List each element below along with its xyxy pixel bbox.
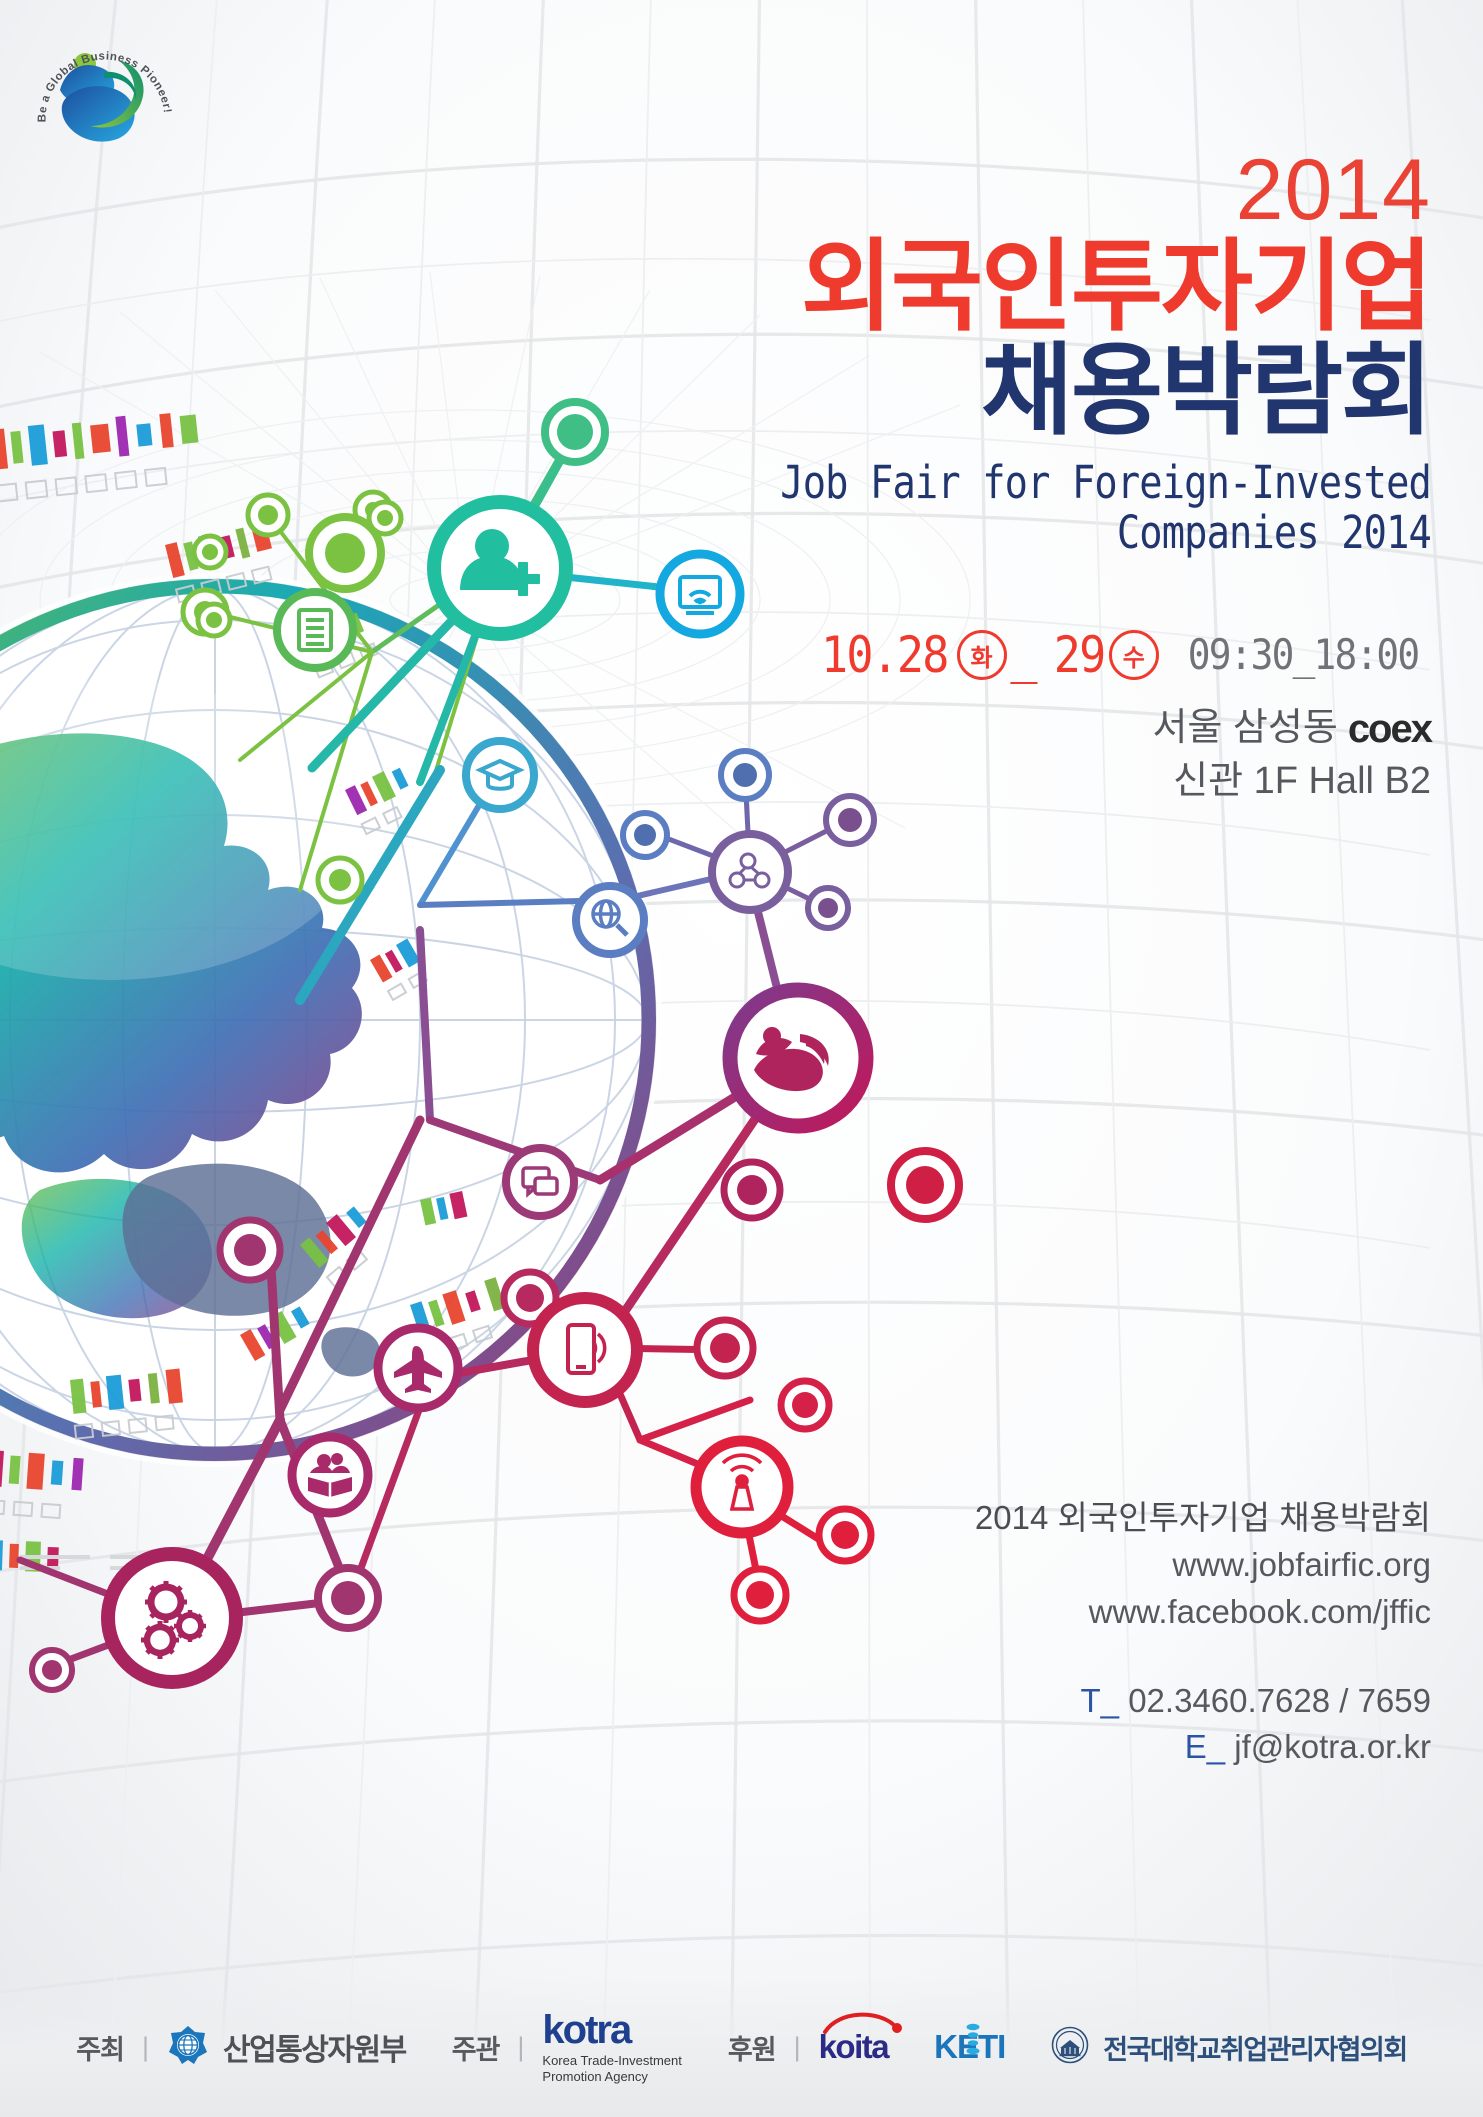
footer-host-name: 산업통상자원부 — [223, 2034, 407, 2067]
headline-block: 2014 외국인투자기업 채용박람회 Job Fair for Foreign-… — [671, 142, 1433, 808]
book-people-node — [287, 1432, 373, 1518]
footer-logos-bar: 주최 | 산업통상자원부 주관 | kotra — [0, 1977, 1483, 2117]
footer-organizer-name: kotra — [542, 2007, 632, 2052]
contact-event-name: 2014 외국인투자기업 채용박람회 — [974, 1499, 1431, 1536]
schedule-date-row: 10.28 화 _ 29 수 09:30_18:00 — [671, 626, 1431, 685]
day-badge-start: 화 — [956, 630, 1007, 681]
venue-line2: 신관 1F Hall B2 — [1173, 760, 1431, 803]
coex-logo: coex — [1347, 707, 1433, 752]
kcpa-emblem-icon — [1051, 2026, 1089, 2069]
koita-logo: koita — [818, 2012, 902, 2066]
airplane-node — [373, 1323, 463, 1413]
footer-sep-2: | — [517, 2031, 525, 2062]
be-a-global-business-pioneer-logo: Be a Global Business Pioneer! — [32, 28, 182, 158]
network-dot — [29, 398, 963, 1693]
subtitle-english: Job Fair for Foreign-Invested Companies … — [777, 455, 1432, 560]
motie-emblem-icon — [167, 2024, 209, 2071]
keti-dots-icon — [966, 2023, 980, 2055]
kotra-logo: kotra Korea Trade-Investment Promotion A… — [542, 2010, 681, 2084]
mobile-phone-node — [527, 1292, 643, 1408]
date-separator: _ — [1009, 626, 1037, 685]
day-badge-end: 수 — [1108, 630, 1159, 681]
title-korean-line2: 채용박람회 — [981, 334, 1433, 447]
title-korean-line1: 외국인투자기업 — [801, 230, 1433, 343]
footer-sep-3: | — [793, 2031, 801, 2062]
footer-sponsor-1: koita — [818, 2028, 890, 2065]
date-start: 10.28 — [821, 626, 949, 685]
venue-line1-text: 서울 삼성동 — [1152, 707, 1338, 750]
footer-sponsor-role: 후원 — [727, 2034, 777, 2065]
contact-email: E_ jf@kotra.or.kr — [731, 1724, 1431, 1771]
contact-tel-label: T_ — [1080, 1681, 1120, 1719]
kotra-subtitle-line2: Promotion Agency — [542, 2068, 648, 2084]
chat-bubble-node — [502, 1144, 578, 1220]
network-graph — [16, 398, 963, 1693]
add-user-node — [427, 495, 573, 641]
kotra-subtitle-line1: Korea Trade-Investment — [542, 2052, 682, 2068]
footer-host-role: 주최 — [76, 2034, 125, 2065]
graduation-cap-node — [462, 737, 538, 813]
footer-sponsor-3: 전국대학교취업관리자협의회 — [1103, 2034, 1408, 2065]
kotra-subtitle: Korea Trade-Investment Promotion Agency — [542, 2053, 681, 2084]
people-swirl-node — [722, 982, 874, 1134]
contact-email-value[interactable]: jf@kotra.or.kr — [1234, 1728, 1431, 1766]
footer-organizer-group: 주관 | kotra Korea Trade-Investment Promot… — [452, 2010, 682, 2084]
koita-arc-icon — [822, 2012, 902, 2034]
wifi-monitor-node — [655, 549, 745, 639]
contact-website[interactable]: www.jobfairfic.org — [1172, 1545, 1431, 1583]
document-list-node — [273, 588, 357, 672]
contact-block: 2014 외국인투자기업 채용박람회 www.jobfairfic.org ww… — [731, 1495, 1431, 1771]
antenna-signal-node — [690, 1435, 794, 1539]
contact-telephone: T_ 02.3460.7628 / 7659 — [731, 1678, 1431, 1725]
molecule-network-node — [708, 830, 792, 914]
schedule-time: 09:30_18:00 — [1187, 630, 1420, 680]
search-globe-node — [572, 882, 648, 958]
subtitle-english-line1: Job Fair for Foreign-Invested — [780, 455, 1432, 509]
footer-sep-1: | — [141, 2031, 149, 2062]
date-end: 29 — [1053, 626, 1105, 685]
keti-logo: KETI — [934, 2023, 1006, 2066]
contact-spacer — [731, 1636, 1431, 1678]
venue-block: 서울 삼성동 coex 신관 1F Hall B2 — [671, 702, 1433, 807]
footer-sponsor-group: 후원 | koita KETI — [727, 2012, 1408, 2069]
contact-facebook[interactable]: www.facebook.com/jffic — [1088, 1592, 1431, 1630]
year-label: 2014 — [1235, 142, 1431, 238]
contact-tel-value: 02.3460.7628 / 7659 — [1128, 1681, 1431, 1719]
contact-email-label: E_ — [1184, 1728, 1226, 1766]
venue-line1: 서울 삼성동 coex — [671, 702, 1433, 756]
footer-organizer-role: 주관 — [451, 2034, 501, 2065]
footer-host-group: 주최 | 산업통상자원부 — [76, 2024, 407, 2071]
gears-node — [101, 1547, 243, 1689]
subtitle-english-line2: Companies 2014 — [1116, 506, 1432, 560]
